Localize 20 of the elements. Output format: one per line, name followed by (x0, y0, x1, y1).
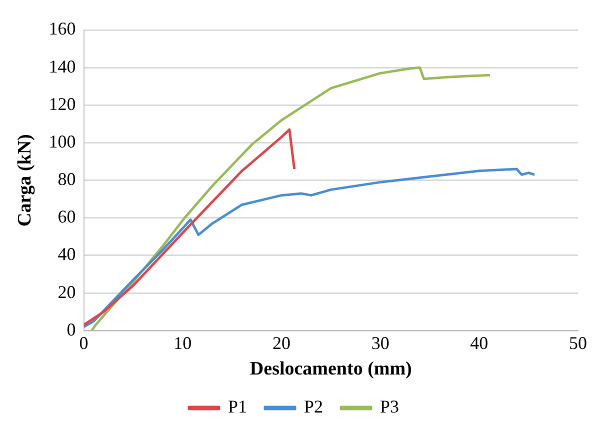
y-axis-title: Carga (kN) (14, 134, 36, 226)
x-tick-label: 30 (371, 333, 390, 354)
x-axis-title: Deslocamento (mm) (250, 358, 412, 380)
x-tick-label: 50 (569, 333, 587, 354)
y-tick-label: 20 (58, 282, 76, 302)
y-tick-label: 120 (48, 94, 76, 114)
y-tick-label: 0 (66, 319, 76, 340)
x-tick-label: 10 (174, 333, 192, 354)
legend-label: P3 (380, 396, 400, 417)
x-tick-label: 0 (79, 333, 88, 354)
x-tick-label: 40 (470, 333, 488, 354)
y-tick-label: 100 (48, 131, 76, 152)
y-tick-label: 140 (48, 56, 76, 76)
y-tick-label: 60 (58, 206, 76, 227)
legend-label: P2 (304, 396, 324, 417)
y-tick-label: 40 (58, 244, 76, 264)
y-tick-label: 80 (58, 169, 76, 190)
legend-label: P1 (228, 396, 247, 417)
x-tick-label: 20 (272, 333, 290, 354)
y-tick-label: 160 (48, 18, 76, 39)
